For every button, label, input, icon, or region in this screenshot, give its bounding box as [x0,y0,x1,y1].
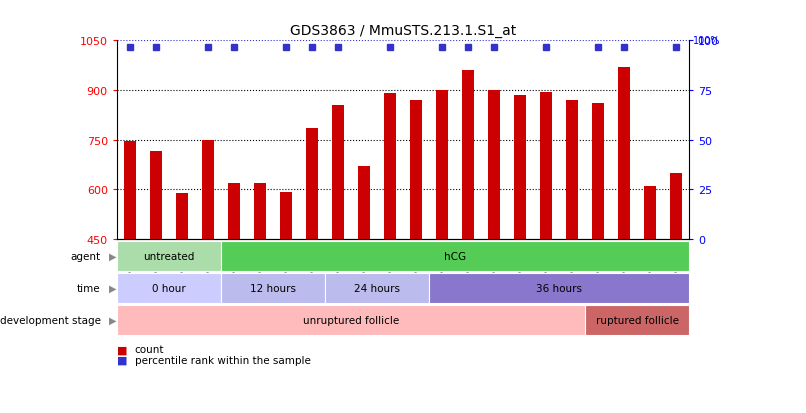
Bar [644,187,656,240]
Bar [358,167,370,240]
Text: time: time [77,283,101,293]
Bar [124,142,135,240]
Text: hCG: hCG [444,252,466,261]
Text: count: count [135,344,164,354]
Bar [254,183,266,240]
Text: 36 hours: 36 hours [536,283,582,293]
Text: ▶: ▶ [109,252,116,261]
Text: development stage: development stage [0,315,101,325]
Title: GDS3863 / MmuSTS.213.1.S1_at: GDS3863 / MmuSTS.213.1.S1_at [290,24,516,38]
Text: ▶: ▶ [109,283,116,293]
Text: 24 hours: 24 hours [354,283,400,293]
Text: ruptured follicle: ruptured follicle [596,315,679,325]
Text: untreated: untreated [143,252,194,261]
Bar [567,101,578,240]
Bar [540,93,552,240]
Bar [436,91,448,240]
Bar [592,104,604,240]
Text: ■: ■ [117,355,127,365]
Bar [384,94,396,240]
Text: unruptured follicle: unruptured follicle [303,315,399,325]
Bar [150,152,162,240]
Bar [228,183,239,240]
Bar [671,173,682,240]
Text: 100%: 100% [693,36,721,46]
Bar [280,192,292,240]
Bar [176,193,188,240]
Text: ▶: ▶ [109,315,116,325]
Bar [618,68,630,240]
Text: 0 hour: 0 hour [152,283,185,293]
Text: 12 hours: 12 hours [250,283,296,293]
Bar [306,129,318,240]
Text: ■: ■ [117,344,127,354]
Bar [202,140,214,240]
Bar [488,91,500,240]
Bar [462,71,474,240]
Text: agent: agent [71,252,101,261]
Text: percentile rank within the sample: percentile rank within the sample [135,355,310,365]
Bar [332,106,344,240]
Bar [410,101,422,240]
Bar [514,96,526,240]
